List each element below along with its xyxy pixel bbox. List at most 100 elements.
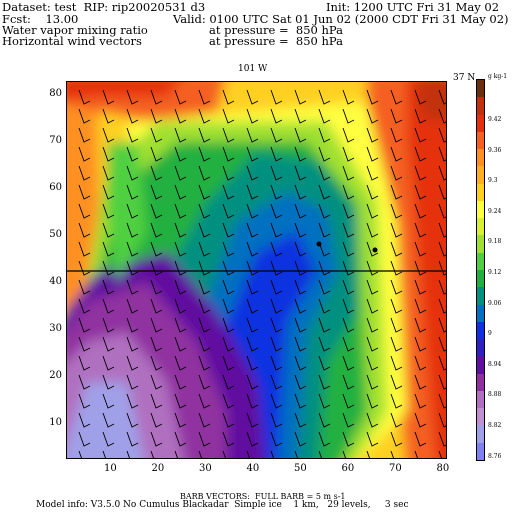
wind-barb xyxy=(150,241,163,257)
wind-barb xyxy=(390,450,394,458)
colorbar-segment xyxy=(477,200,484,220)
wind-barb xyxy=(150,412,163,428)
wind-barb xyxy=(366,279,379,295)
wind-barb xyxy=(222,146,235,162)
wind-barb xyxy=(318,203,331,219)
wind-barb xyxy=(366,146,379,162)
wind-barb xyxy=(342,146,355,162)
wind-barb xyxy=(78,146,91,162)
wind-barb xyxy=(246,260,259,276)
wind-barb xyxy=(126,260,139,276)
wind-barb xyxy=(270,431,283,447)
wind-barb xyxy=(198,108,211,124)
wind-barb xyxy=(414,393,427,409)
wind-barb xyxy=(246,184,259,200)
colorbar-segment xyxy=(477,425,484,444)
wind-barb xyxy=(438,336,446,352)
wind-barb xyxy=(198,393,211,409)
wind-barb xyxy=(342,260,355,276)
colorbar-tick-label: 8.82 xyxy=(488,422,502,429)
latitude-label: 37 N xyxy=(453,73,476,83)
wind-barb xyxy=(222,412,235,428)
longitude-label: 101 W xyxy=(238,64,268,74)
wind-barb xyxy=(438,184,446,200)
y-tick-label: 60 xyxy=(49,182,62,193)
wind-barb xyxy=(414,241,427,257)
wind-barb xyxy=(126,412,139,428)
wind-barb xyxy=(150,260,163,276)
wind-barb xyxy=(102,450,106,458)
wind-barb xyxy=(270,184,283,200)
wind-barb xyxy=(366,317,379,333)
wind-barb xyxy=(342,108,355,124)
wind-barb xyxy=(294,298,307,314)
colorbar-tick-label: 9.3 xyxy=(488,177,498,185)
wind-barb xyxy=(246,355,259,371)
wind-barb xyxy=(150,222,163,238)
wind-barb xyxy=(150,298,163,314)
wind-barb xyxy=(270,146,283,162)
wind-barb xyxy=(246,336,259,352)
wind-barb xyxy=(102,108,115,124)
x-tick-label: 40 xyxy=(246,463,260,474)
wind-barb xyxy=(438,108,446,124)
wind-barb xyxy=(342,336,355,352)
wind-barb xyxy=(174,431,187,447)
wind-barb xyxy=(126,203,139,219)
wind-barb xyxy=(414,374,427,390)
wind-barb xyxy=(366,355,379,371)
wind-barb xyxy=(270,222,283,238)
colorbar-segment xyxy=(477,183,484,202)
wind-barb xyxy=(246,222,259,238)
wind-barb xyxy=(102,203,115,219)
wind-barb xyxy=(102,374,115,390)
wind-barb xyxy=(414,450,418,458)
station-marker xyxy=(372,247,378,253)
wind-barb xyxy=(174,298,187,314)
wind-barb xyxy=(390,393,403,409)
wind-barb xyxy=(270,412,283,428)
wind-barb xyxy=(246,146,259,162)
wind-barb xyxy=(222,203,235,219)
wind-barb xyxy=(366,336,379,352)
wind-barb xyxy=(174,374,187,390)
wind-barb xyxy=(198,412,211,428)
wind-barb xyxy=(246,279,259,295)
wind-barb xyxy=(78,317,91,333)
wind-barb xyxy=(366,412,379,428)
contour-field xyxy=(67,82,446,458)
wind-barb xyxy=(342,165,355,181)
wind-barb xyxy=(246,108,259,124)
wind-barb xyxy=(270,89,283,105)
colorbar-segment xyxy=(477,114,484,133)
wind-barb xyxy=(270,127,283,143)
wind-barb xyxy=(150,184,163,200)
wind-barb xyxy=(390,89,403,105)
wind-barb xyxy=(78,374,91,390)
wind-barb xyxy=(198,222,211,238)
dataset-label: Dataset: test RIP: rip20020531 d3 xyxy=(2,0,206,14)
wind-barb xyxy=(126,298,139,314)
wind-barb xyxy=(294,336,307,352)
colorbar-tick-label: 9.06 xyxy=(488,299,502,307)
wind-barb xyxy=(222,165,235,181)
wind-barb xyxy=(270,298,283,314)
wind-barb xyxy=(390,298,403,314)
wind-barb xyxy=(294,203,307,219)
wind-barb xyxy=(342,127,355,143)
wind-barb xyxy=(318,431,331,447)
wind-barb xyxy=(174,355,187,371)
wind-barb xyxy=(198,184,211,200)
wind-barb xyxy=(126,89,139,105)
wind-barb xyxy=(438,298,446,314)
wind-barb xyxy=(126,279,139,295)
colorbar-segment xyxy=(477,287,484,306)
wind-barb xyxy=(294,279,307,295)
wind-barb xyxy=(318,260,331,276)
wind-barb xyxy=(366,431,379,447)
wind-barb xyxy=(438,241,446,257)
wind-barb xyxy=(390,222,403,238)
wind-barb xyxy=(222,127,235,143)
wind-barb xyxy=(414,203,427,219)
wind-barb xyxy=(294,412,307,428)
